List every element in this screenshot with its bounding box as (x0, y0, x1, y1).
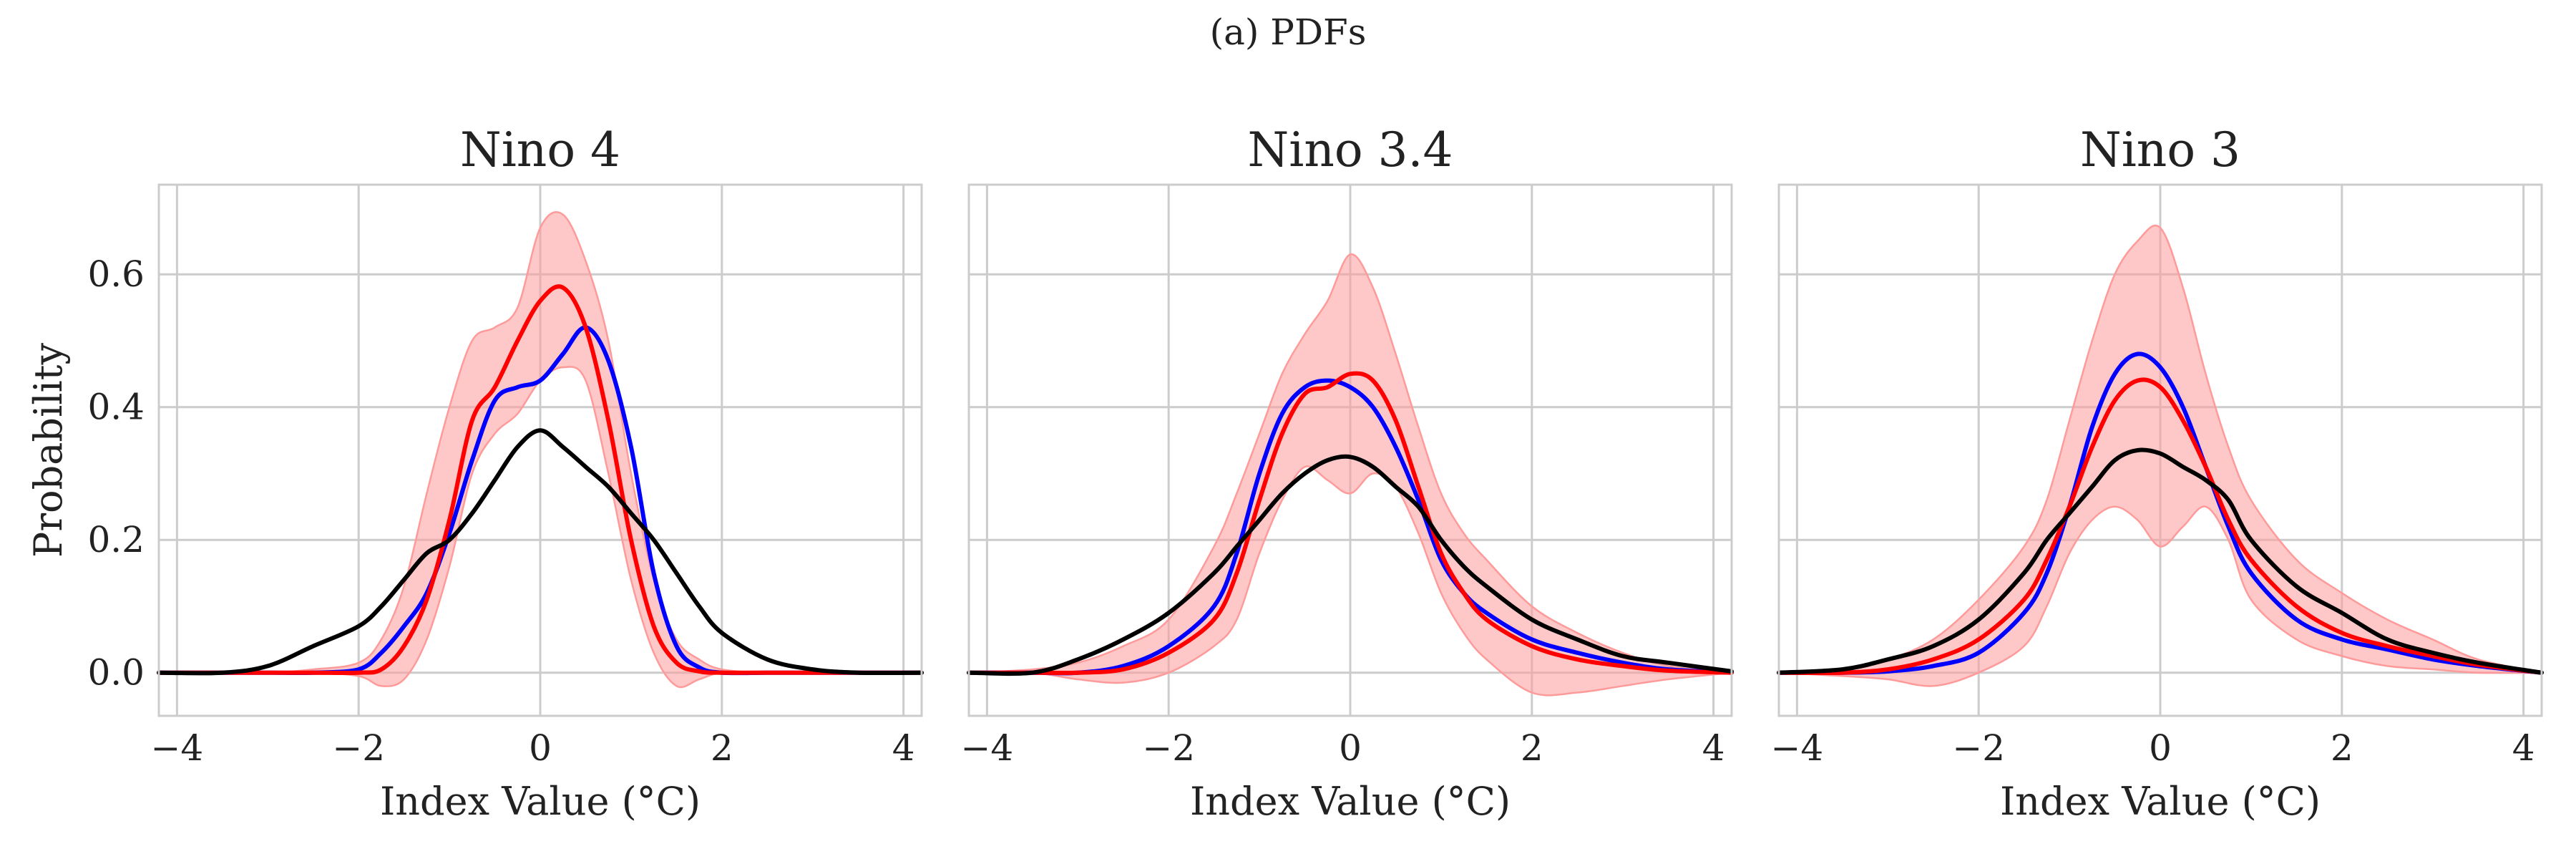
x-tick-label: 0 (2149, 727, 2172, 769)
series-line-blue (1777, 351, 2544, 675)
series-line-black (157, 428, 924, 676)
axes-frame (967, 183, 1733, 717)
x-tick-label: −2 (332, 727, 385, 769)
x-axis-label: Index Value (°C) (1190, 779, 1511, 824)
x-tick-label: −4 (151, 727, 204, 769)
x-tick-label: −4 (1771, 727, 1824, 769)
y-tick-label: 0.4 (87, 387, 145, 428)
x-tick-label: 0 (1339, 727, 1362, 769)
x-axis-label: Index Value (°C) (380, 779, 701, 824)
y-axis-label: Probability (26, 343, 71, 558)
series-line-blue (967, 378, 1734, 676)
x-tick-label: 4 (2512, 727, 2535, 769)
x-tick-label: −2 (1952, 727, 2005, 769)
x-tick-label: 2 (711, 727, 733, 769)
series-line-red (1777, 377, 2544, 676)
figure-title: (a) PDFs (1210, 11, 1367, 53)
series-line-red (967, 371, 1734, 676)
x-tick-label: −4 (961, 727, 1014, 769)
x-tick-label: −2 (1142, 727, 1195, 769)
x-tick-label: 2 (1521, 727, 1543, 769)
y-tick-label: 0.2 (87, 519, 145, 560)
panel-title: Nino 3 (2080, 122, 2240, 178)
panel-title: Nino 3.4 (1247, 122, 1453, 178)
axes-frame (1777, 183, 2543, 717)
series-line-red (157, 284, 924, 676)
panel-title: Nino 4 (460, 122, 620, 178)
axes-frame (157, 183, 923, 717)
y-tick-label: 0.0 (87, 652, 145, 694)
panel-nino-3-4: −4 −2 0 2 4 Nino 3.4 Index Value (°C) (961, 122, 1734, 824)
series-line-black (967, 454, 1734, 676)
y-tick-label: 0.6 (87, 253, 145, 295)
series-line-black (1777, 447, 2544, 675)
panel-nino-3: −4 −2 0 2 4 Nino 3 Index Value (°C) (1771, 122, 2544, 824)
x-tick-label: 2 (2331, 727, 2353, 769)
x-tick-label: 4 (1702, 727, 1725, 769)
x-tick-label: 4 (892, 727, 915, 769)
x-axis-label: Index Value (°C) (2000, 779, 2321, 824)
x-tick-label: 0 (529, 727, 552, 769)
panel-nino-4: −4 −2 0 2 4 0.0 0.2 0.4 0.6 Nino 4 Index Value (°C… (26, 122, 924, 824)
